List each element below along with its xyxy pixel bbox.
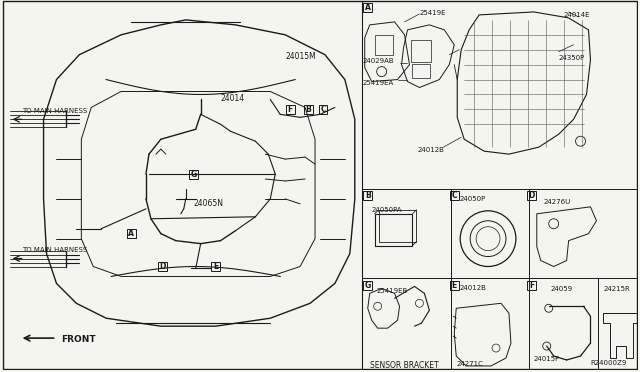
Text: D: D — [160, 262, 166, 271]
Text: A: A — [365, 3, 371, 12]
Bar — [413, 64, 430, 78]
Bar — [319, 105, 328, 114]
Bar — [450, 281, 459, 290]
Text: 24014E: 24014E — [564, 12, 590, 18]
Text: E: E — [213, 262, 218, 271]
Text: B: B — [305, 105, 311, 114]
Text: 24350P: 24350P — [559, 55, 585, 61]
Bar — [303, 105, 312, 114]
Text: 24065N: 24065N — [194, 199, 224, 208]
Text: A: A — [128, 229, 134, 238]
Bar — [527, 281, 536, 290]
Text: C: C — [320, 105, 326, 114]
Text: C: C — [451, 192, 457, 201]
Bar — [189, 170, 198, 179]
Text: 24012B: 24012B — [460, 285, 486, 291]
Bar — [527, 192, 536, 201]
Text: G: G — [365, 281, 371, 290]
Text: 24059: 24059 — [550, 286, 573, 292]
Text: 24050PA: 24050PA — [372, 207, 402, 213]
Text: 25419EA: 25419EA — [363, 80, 394, 86]
Text: TO MAIN HARNESS: TO MAIN HARNESS — [22, 247, 87, 253]
Text: G: G — [191, 170, 197, 179]
Bar — [127, 229, 136, 238]
Text: B: B — [365, 192, 371, 201]
Text: 24014: 24014 — [221, 94, 244, 103]
Text: 24050P: 24050P — [460, 196, 486, 202]
Bar — [450, 192, 459, 201]
Bar — [412, 40, 431, 62]
Text: SENSOR BRACKET: SENSOR BRACKET — [370, 361, 438, 370]
Text: D: D — [529, 192, 535, 201]
Text: E: E — [452, 281, 457, 290]
Text: F: F — [287, 105, 292, 114]
Text: 24276U: 24276U — [544, 199, 571, 205]
Text: 24215R: 24215R — [604, 286, 630, 292]
Text: F: F — [529, 281, 534, 290]
Bar — [374, 35, 392, 55]
Text: 24271C: 24271C — [456, 361, 483, 367]
Text: 25419E: 25419E — [419, 10, 446, 16]
Text: 24029AB: 24029AB — [363, 58, 394, 64]
Text: 24015M: 24015M — [285, 52, 316, 61]
Bar — [364, 192, 372, 201]
Bar — [379, 210, 417, 242]
Text: TO MAIN HARNESS: TO MAIN HARNESS — [22, 108, 87, 115]
Bar — [364, 3, 372, 12]
Text: 24012B: 24012B — [417, 147, 444, 153]
Text: FRONT: FRONT — [61, 335, 96, 344]
Text: R24000Z9: R24000Z9 — [591, 360, 627, 366]
Bar — [159, 262, 167, 271]
Bar — [285, 105, 294, 114]
Bar — [374, 214, 413, 246]
Bar — [211, 262, 220, 271]
Text: 25419EB: 25419EB — [377, 288, 408, 294]
Bar — [364, 281, 372, 290]
Text: 24015F: 24015F — [534, 356, 560, 362]
